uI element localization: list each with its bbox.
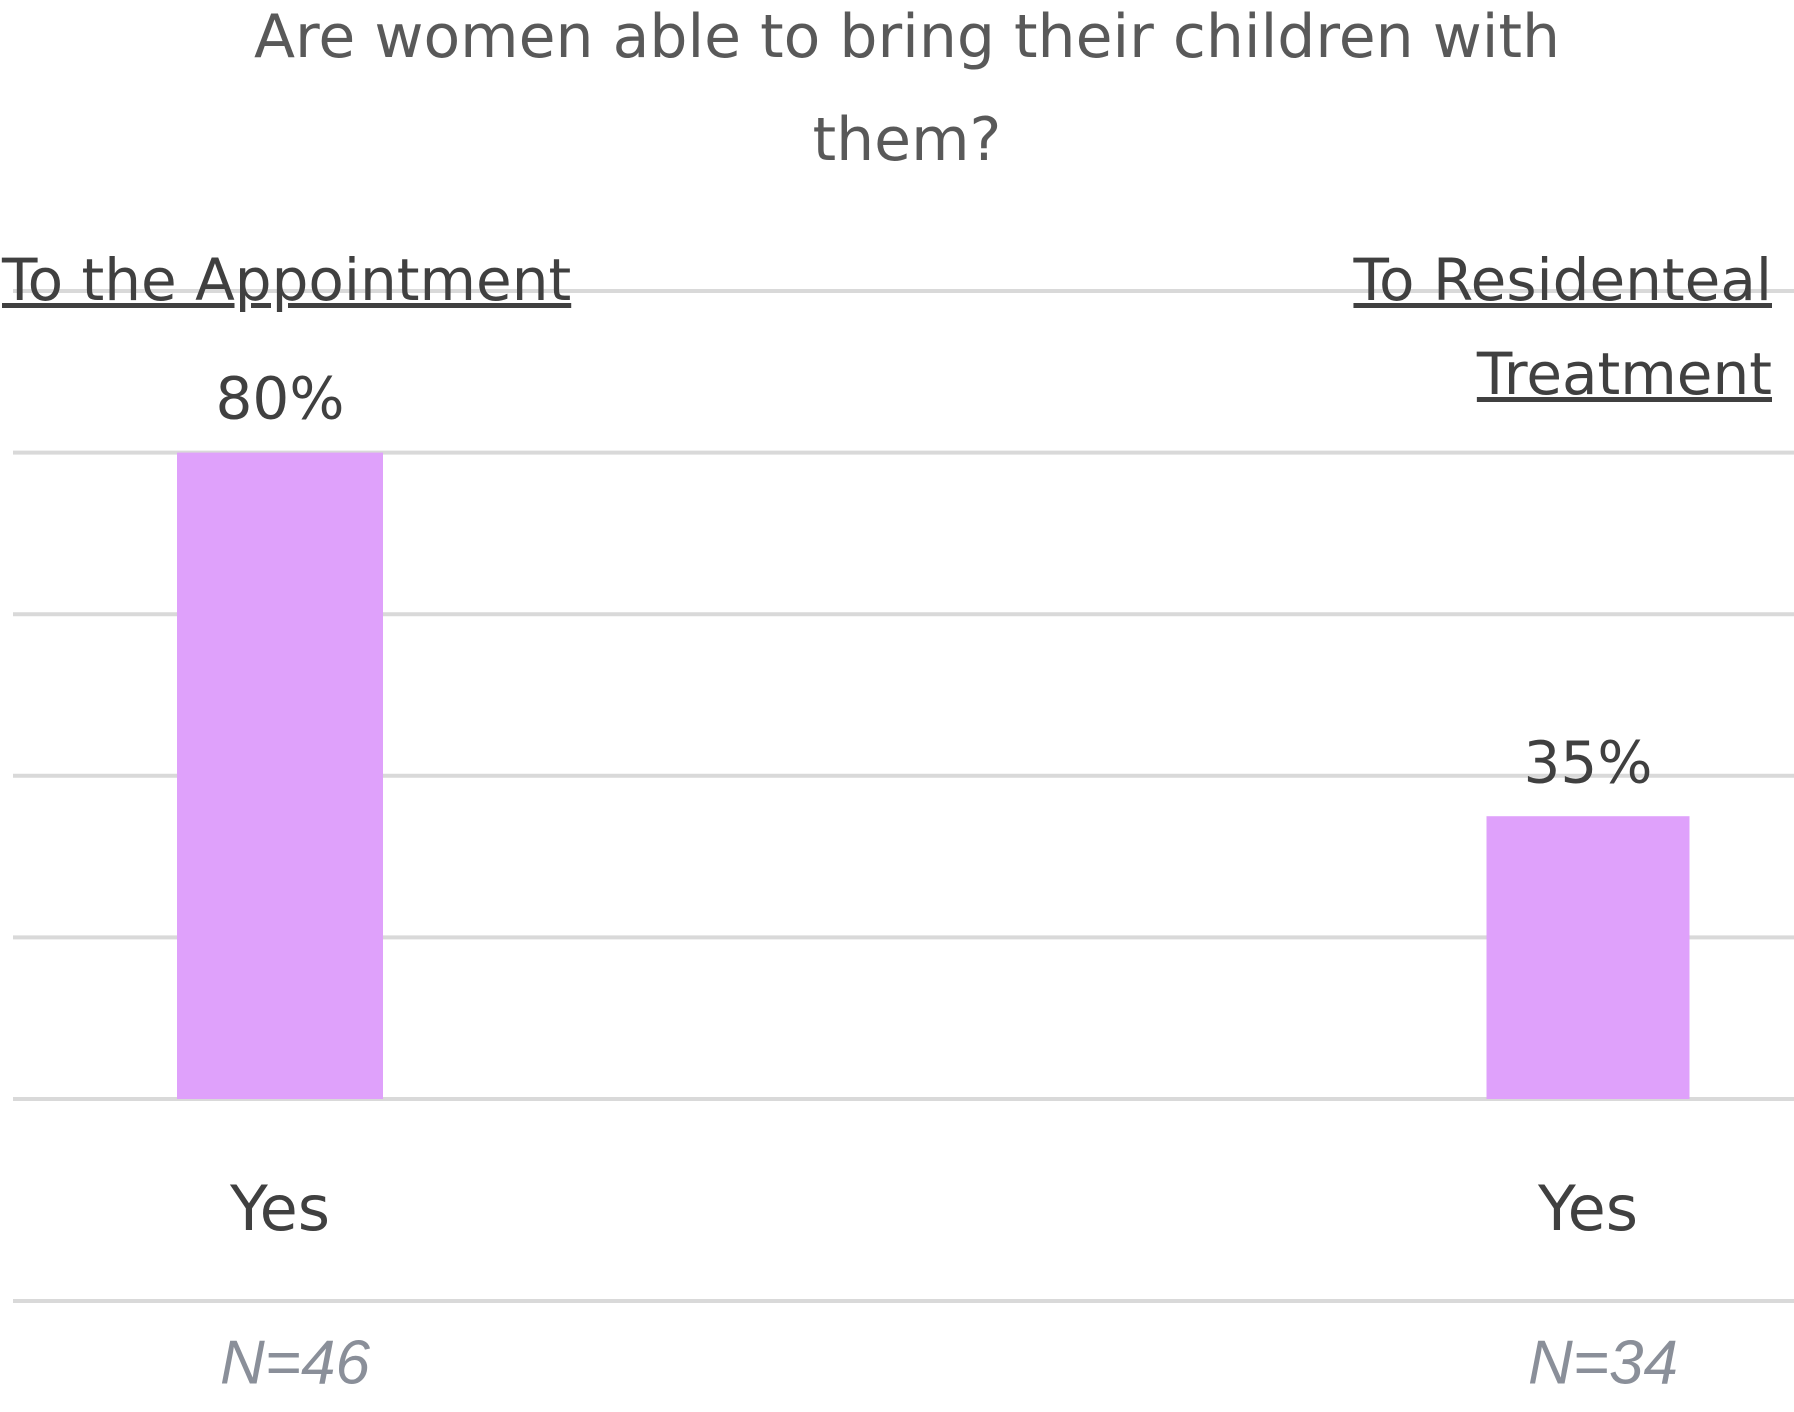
bar [1486, 816, 1690, 1099]
chart-title: Are women able to bring their children w… [254, 2, 1560, 175]
bar [177, 452, 383, 1100]
x-tick-label: Yes [1537, 1172, 1638, 1245]
title-line: them? [813, 105, 1002, 175]
data-label: 80% [216, 365, 345, 433]
group-label: To Residenteal Treatment [1353, 246, 1772, 408]
title-line: Are women able to bring their children w… [254, 2, 1560, 72]
x-tick-label: Yes [229, 1172, 330, 1245]
sample-size: N=46 [220, 1328, 370, 1397]
sample-size: N=34 [1528, 1328, 1678, 1397]
data-label: 35% [1524, 728, 1653, 796]
group-label: To the Appointment [2, 246, 572, 314]
